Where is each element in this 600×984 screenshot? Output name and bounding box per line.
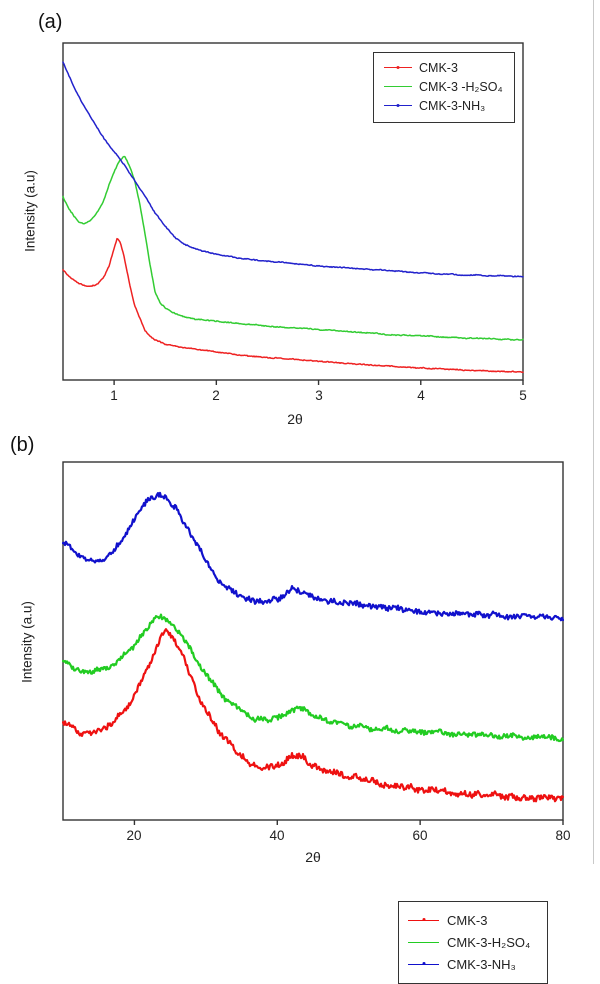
panel-b-x-tick-label: 60 (412, 828, 428, 843)
panel-b-x-tick-label: 40 (269, 828, 285, 843)
panel-b-x-tick-label: 80 (555, 828, 571, 843)
legend-item: CMK-3-NH₃ (374, 96, 514, 115)
legend-line-sample (384, 65, 412, 69)
legend-item: CMK-3-NH₃ (399, 953, 547, 975)
panel-b-legend: CMK-3 CMK-3-H₂SO₄ CMK-3-NH₃ (398, 901, 548, 984)
panel-a: (a) Intensity (a.u) 1 2 3 4 5 2θ CMK-3 C… (0, 0, 600, 432)
panel-a-label: (a) (38, 11, 63, 33)
legend-line-sample (408, 918, 439, 922)
panel-a-x-tick-label: 2 (212, 388, 220, 403)
legend-item: CMK-3 (374, 58, 514, 77)
legend-line-sample (408, 941, 439, 943)
legend-item: CMK-3 -H₂SO₄ (374, 77, 514, 96)
page-edge-line (593, 0, 594, 864)
legend-line-sample (384, 86, 412, 87)
legend-line-sample (384, 103, 412, 107)
panel-a-x-axis-label: 2θ (287, 411, 303, 427)
legend-marker-icon (422, 918, 425, 922)
legend-line-sample (408, 962, 439, 966)
legend-marker-icon (396, 103, 400, 107)
panel-a-x-tick-label: 4 (417, 388, 425, 403)
panel-a-x-tick-label: 1 (110, 388, 118, 403)
panel-a-legend: CMK-3 CMK-3 -H₂SO₄ CMK-3-NH₃ (373, 52, 515, 123)
legend-label: CMK-3 (447, 912, 488, 928)
legend-item: CMK-3-H₂SO₄ (399, 931, 547, 953)
legend-label: CMK-3 (419, 60, 458, 75)
legend-marker-icon (396, 65, 400, 69)
panel-b: (b) Intensity (a.u) 20 40 60 80 2θ CMK-3… (0, 432, 600, 984)
legend-label: CMK-3-H₂SO₄ (447, 934, 531, 950)
legend-label: CMK-3 -H₂SO₄ (419, 79, 503, 94)
panel-a-x-tick-label: 5 (519, 388, 527, 403)
panel-b-plot (62, 461, 564, 825)
panel-a-plot (62, 42, 524, 385)
legend-item: CMK-3 (399, 909, 547, 931)
legend-label: CMK-3-NH₃ (447, 956, 516, 972)
panel-a-x-tick-label: 3 (315, 388, 323, 403)
panel-b-label: (b) (10, 434, 35, 456)
legend-label: CMK-3-NH₃ (419, 98, 486, 113)
legend-marker-icon (422, 962, 425, 966)
panel-b-x-axis-label: 2θ (305, 849, 321, 865)
panel-b-x-tick-label: 20 (126, 828, 142, 843)
